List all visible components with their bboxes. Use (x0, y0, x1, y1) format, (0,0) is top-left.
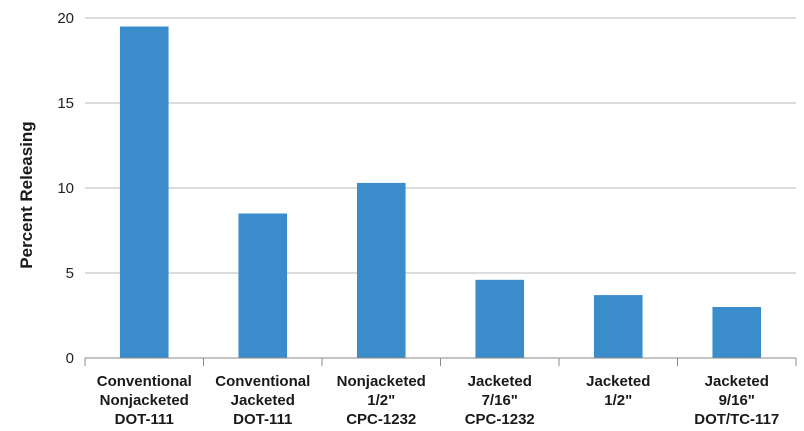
grid-layer (85, 17, 796, 274)
y-tick-label-10: 10 (57, 180, 74, 197)
x-tick-label-5: Jacketed 1/2" (586, 373, 650, 409)
bar-5 (593, 295, 643, 358)
y-tick-label-5: 5 (66, 265, 74, 282)
x-tick-label-4: Jacketed 7/16" CPC-1232 (465, 373, 535, 428)
bar-1 (119, 26, 169, 358)
bar-6 (712, 307, 762, 358)
axis-layer (84, 357, 797, 366)
x-tick-label-3: Nonjacketed 1/2" CPC-1232 (337, 373, 426, 428)
y-tick-label-0: 0 (66, 350, 74, 367)
x-tick-label-2: Conventional Jacketed DOT-111 (215, 373, 310, 428)
bar-2 (238, 213, 288, 358)
bar-3 (356, 182, 406, 358)
y-axis-title: Percent Releasing (17, 121, 36, 268)
bar-4 (475, 279, 525, 358)
x-tick-label-1: Conventional Nonjacketed DOT-111 (97, 373, 192, 428)
y-tick-label-20: 20 (57, 10, 74, 27)
y-tick-label-15: 15 (57, 95, 74, 112)
bar-layer (119, 26, 762, 358)
x-tick-label-6: Jacketed 9/16" DOT/TC-117 (694, 373, 779, 428)
label-layer: 0 5 10 15 20 Conventional Nonjacketed DOT-111 Co… (57, 10, 779, 428)
